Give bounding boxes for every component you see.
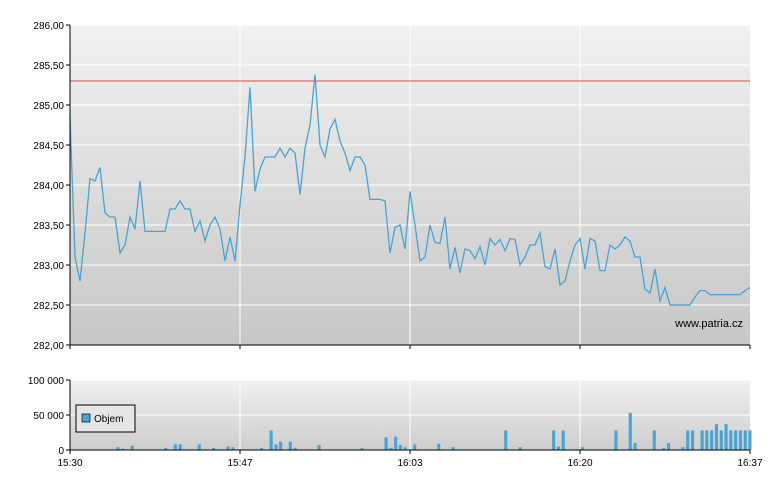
volume-bar (437, 443, 441, 450)
volume-bar (700, 430, 704, 450)
volume-bar (260, 447, 264, 450)
volume-bar (710, 430, 714, 450)
volume-bar (451, 447, 455, 450)
volume-bar (705, 430, 709, 450)
volume-bar (614, 430, 618, 450)
price-y-ticks: 282,00 282,50 283,00 283,50 284,00 284,50 285,… (33, 21, 70, 352)
volume-bar (662, 447, 666, 450)
x-tick-label: 16:37 (737, 458, 762, 469)
price-y-tick-label: 282,00 (33, 341, 64, 352)
volume-bar (231, 447, 235, 450)
volume-bar (130, 445, 134, 450)
volume-bar (743, 430, 747, 450)
legend-swatch (81, 413, 91, 423)
price-y-tick-label: 284,50 (33, 141, 64, 152)
volume-bar (748, 430, 752, 450)
volume-bar (580, 447, 584, 450)
volume-bar (274, 444, 278, 450)
price-series-line (69, 74, 751, 306)
legend-label: Objem (94, 414, 123, 425)
volume-bar (293, 447, 297, 450)
volume-bar (681, 447, 685, 450)
volume-bar (561, 430, 565, 450)
volume-bar (729, 430, 733, 450)
volume-bar (121, 448, 125, 450)
volume-bar (269, 430, 273, 450)
volume-bar (738, 430, 742, 450)
volume-bar (398, 445, 402, 450)
volume-bar (288, 441, 292, 450)
volume-y-tick-label: 100 000 (28, 376, 65, 387)
price-y-tick-label: 286,00 (33, 21, 64, 32)
volume-bar (360, 447, 364, 450)
volume-bar (279, 441, 283, 450)
volume-bar (317, 445, 321, 450)
price-x-ticks (69, 345, 751, 349)
volume-bar (667, 443, 671, 450)
volume-bar (552, 430, 556, 450)
volume-bars (116, 412, 752, 450)
volume-bar (633, 443, 637, 450)
volume-y-tick-label: 50 000 (33, 411, 64, 422)
price-y-tick-label: 285,00 (33, 101, 64, 112)
volume-bar (652, 430, 656, 450)
volume-bar (173, 444, 177, 450)
volume-bar (212, 447, 216, 450)
volume-bar (394, 436, 398, 450)
volume-bar (724, 424, 728, 450)
volume-bar (691, 430, 695, 450)
price-y-tick-label: 283,00 (33, 261, 64, 272)
volume-bar (628, 412, 632, 450)
volume-bar (226, 446, 230, 450)
price-grid (70, 24, 750, 346)
volume-bar (384, 437, 388, 450)
volume-legend: Objem (75, 404, 136, 433)
watermark: www.patria.cz (674, 318, 743, 330)
x-tick-label: 16:03 (397, 458, 422, 469)
volume-bar (403, 447, 407, 450)
volume-bar (686, 430, 690, 450)
volume-bar (734, 430, 738, 450)
volume-bar (504, 430, 508, 450)
price-y-tick-label: 283,50 (33, 221, 64, 232)
x-tick-label: 15:30 (57, 458, 82, 469)
volume-bar (556, 446, 560, 450)
volume-bar (518, 447, 522, 450)
x-tick-label: 15:47 (227, 458, 252, 469)
x-tick-label: 16:20 (567, 458, 592, 469)
price-y-tick-label: 284,00 (33, 181, 64, 192)
volume-bar (178, 444, 182, 450)
volume-bar (413, 444, 417, 450)
volume-x-ticks: 15:30 15:47 16:03 16:20 16:37 (57, 450, 763, 469)
volume-bar (389, 447, 393, 450)
volume-bar (116, 447, 120, 450)
price-y-tick-label: 285,50 (33, 61, 64, 72)
volume-bar (714, 424, 718, 450)
volume-bar (719, 430, 723, 450)
volume-y-ticks: 0 50 000 100 000 (28, 376, 70, 457)
volume-bar (197, 444, 201, 450)
volume-y-tick-label: 0 (58, 446, 64, 457)
price-y-tick-label: 282,50 (33, 301, 64, 312)
volume-bar (164, 447, 168, 450)
